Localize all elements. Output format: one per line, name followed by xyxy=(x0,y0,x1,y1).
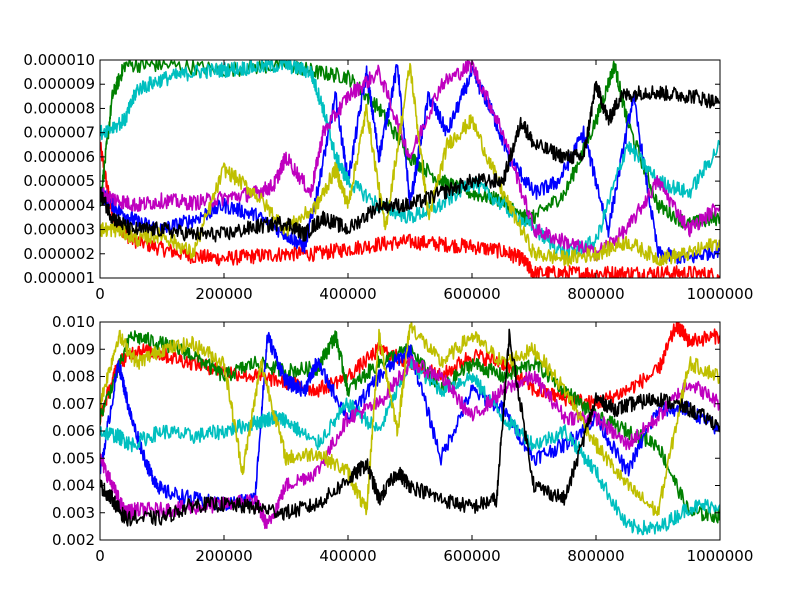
series-line-4 xyxy=(100,355,720,536)
x-tick-label: 400000 xyxy=(319,547,376,565)
x-tick-label: 800000 xyxy=(567,547,624,565)
x-tick-label: 800000 xyxy=(567,285,624,303)
y-tick-label: 0.004 xyxy=(52,477,95,495)
series-line-6 xyxy=(100,62,720,267)
y-tick-label: 0.000007 xyxy=(23,124,95,142)
series-line-6 xyxy=(100,322,720,517)
y-tick-label: 0.000001 xyxy=(23,269,95,287)
x-tick-label: 600000 xyxy=(443,285,500,303)
y-tick-label: 0.000009 xyxy=(23,75,95,93)
x-tick-label: 400000 xyxy=(319,285,376,303)
x-tick-label: 1000000 xyxy=(687,547,754,565)
y-tick-label: 0.006 xyxy=(52,422,95,440)
series-line-2 xyxy=(100,330,720,524)
y-tick-label: 0.002 xyxy=(52,531,95,549)
series-line-5 xyxy=(100,355,720,530)
y-tick-label: 0.000004 xyxy=(23,196,95,214)
x-tick-label: 0 xyxy=(95,547,105,565)
y-tick-label: 0.000010 xyxy=(23,51,95,69)
y-tick-label: 0.007 xyxy=(52,395,95,413)
x-tick-label: 0 xyxy=(95,285,105,303)
y-tick-label: 0.000003 xyxy=(23,221,95,239)
x-tick-label: 200000 xyxy=(195,547,252,565)
series-line-7 xyxy=(100,80,720,243)
plot-area xyxy=(100,60,720,278)
y-tick-label: 0.000005 xyxy=(23,172,95,190)
plot-area xyxy=(100,322,720,536)
x-tick-label: 200000 xyxy=(195,285,252,303)
y-tick-label: 0.005 xyxy=(52,449,95,467)
y-tick-label: 0.008 xyxy=(52,368,95,386)
x-tick-label: 600000 xyxy=(443,547,500,565)
y-tick-label: 0.000002 xyxy=(23,245,95,263)
chart-panel-2: 0 200000 400000 600000 800000 1000000 0.002 0.0… xyxy=(52,313,753,565)
series-line-1 xyxy=(100,141,720,278)
series-line-3 xyxy=(100,64,720,265)
x-tick-label: 1000000 xyxy=(687,285,754,303)
y-tick-label: 0.000008 xyxy=(23,99,95,117)
y-tick-label: 0.003 xyxy=(52,504,95,522)
y-tick-label: 0.010 xyxy=(52,313,95,331)
series-line-7 xyxy=(100,328,720,527)
y-tick-label: 0.000006 xyxy=(23,148,95,166)
y-tick-label: 0.009 xyxy=(52,340,95,358)
series-line-4 xyxy=(100,60,720,261)
axes-frame xyxy=(99,59,721,279)
series-line-5 xyxy=(100,60,720,262)
chart-panel-1: 0 200000 400000 600000 800000 1000000 0.000001… xyxy=(23,51,753,303)
